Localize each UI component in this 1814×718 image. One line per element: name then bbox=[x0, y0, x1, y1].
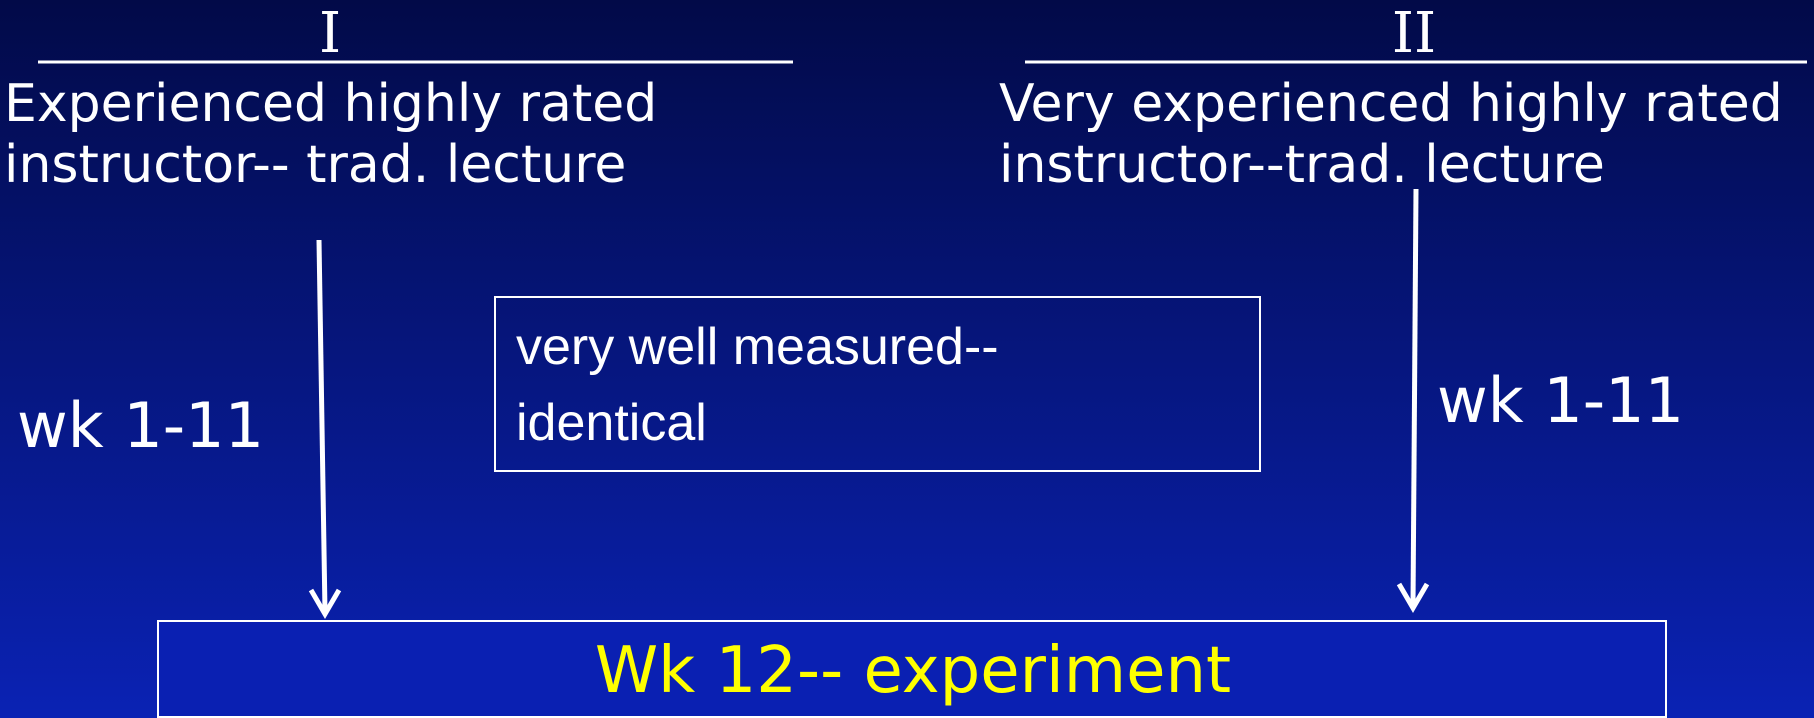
period-label: wk 1-11 bbox=[1437, 364, 1684, 437]
outcome-text: Wk 12-- experiment bbox=[595, 634, 1231, 708]
outcome-box bbox=[157, 620, 1667, 718]
group-label: II bbox=[1392, 1, 1436, 66]
arrow bbox=[316, 239, 328, 613]
group-description: Very experienced highly rated bbox=[999, 74, 1783, 134]
group-description: instructor-- trad. lecture bbox=[4, 135, 626, 195]
arrow bbox=[1410, 188, 1419, 607]
arrow-head bbox=[1396, 582, 1430, 613]
arrow-head bbox=[308, 588, 342, 619]
period-label: wk 1-11 bbox=[17, 389, 264, 462]
note-text: very well measured-- bbox=[516, 318, 999, 376]
group-description: instructor--trad. lecture bbox=[999, 135, 1605, 195]
group-description: Experienced highly rated bbox=[4, 74, 657, 134]
group-label: I bbox=[319, 1, 341, 66]
note-text: identical bbox=[516, 394, 707, 452]
note-box bbox=[494, 296, 1261, 472]
